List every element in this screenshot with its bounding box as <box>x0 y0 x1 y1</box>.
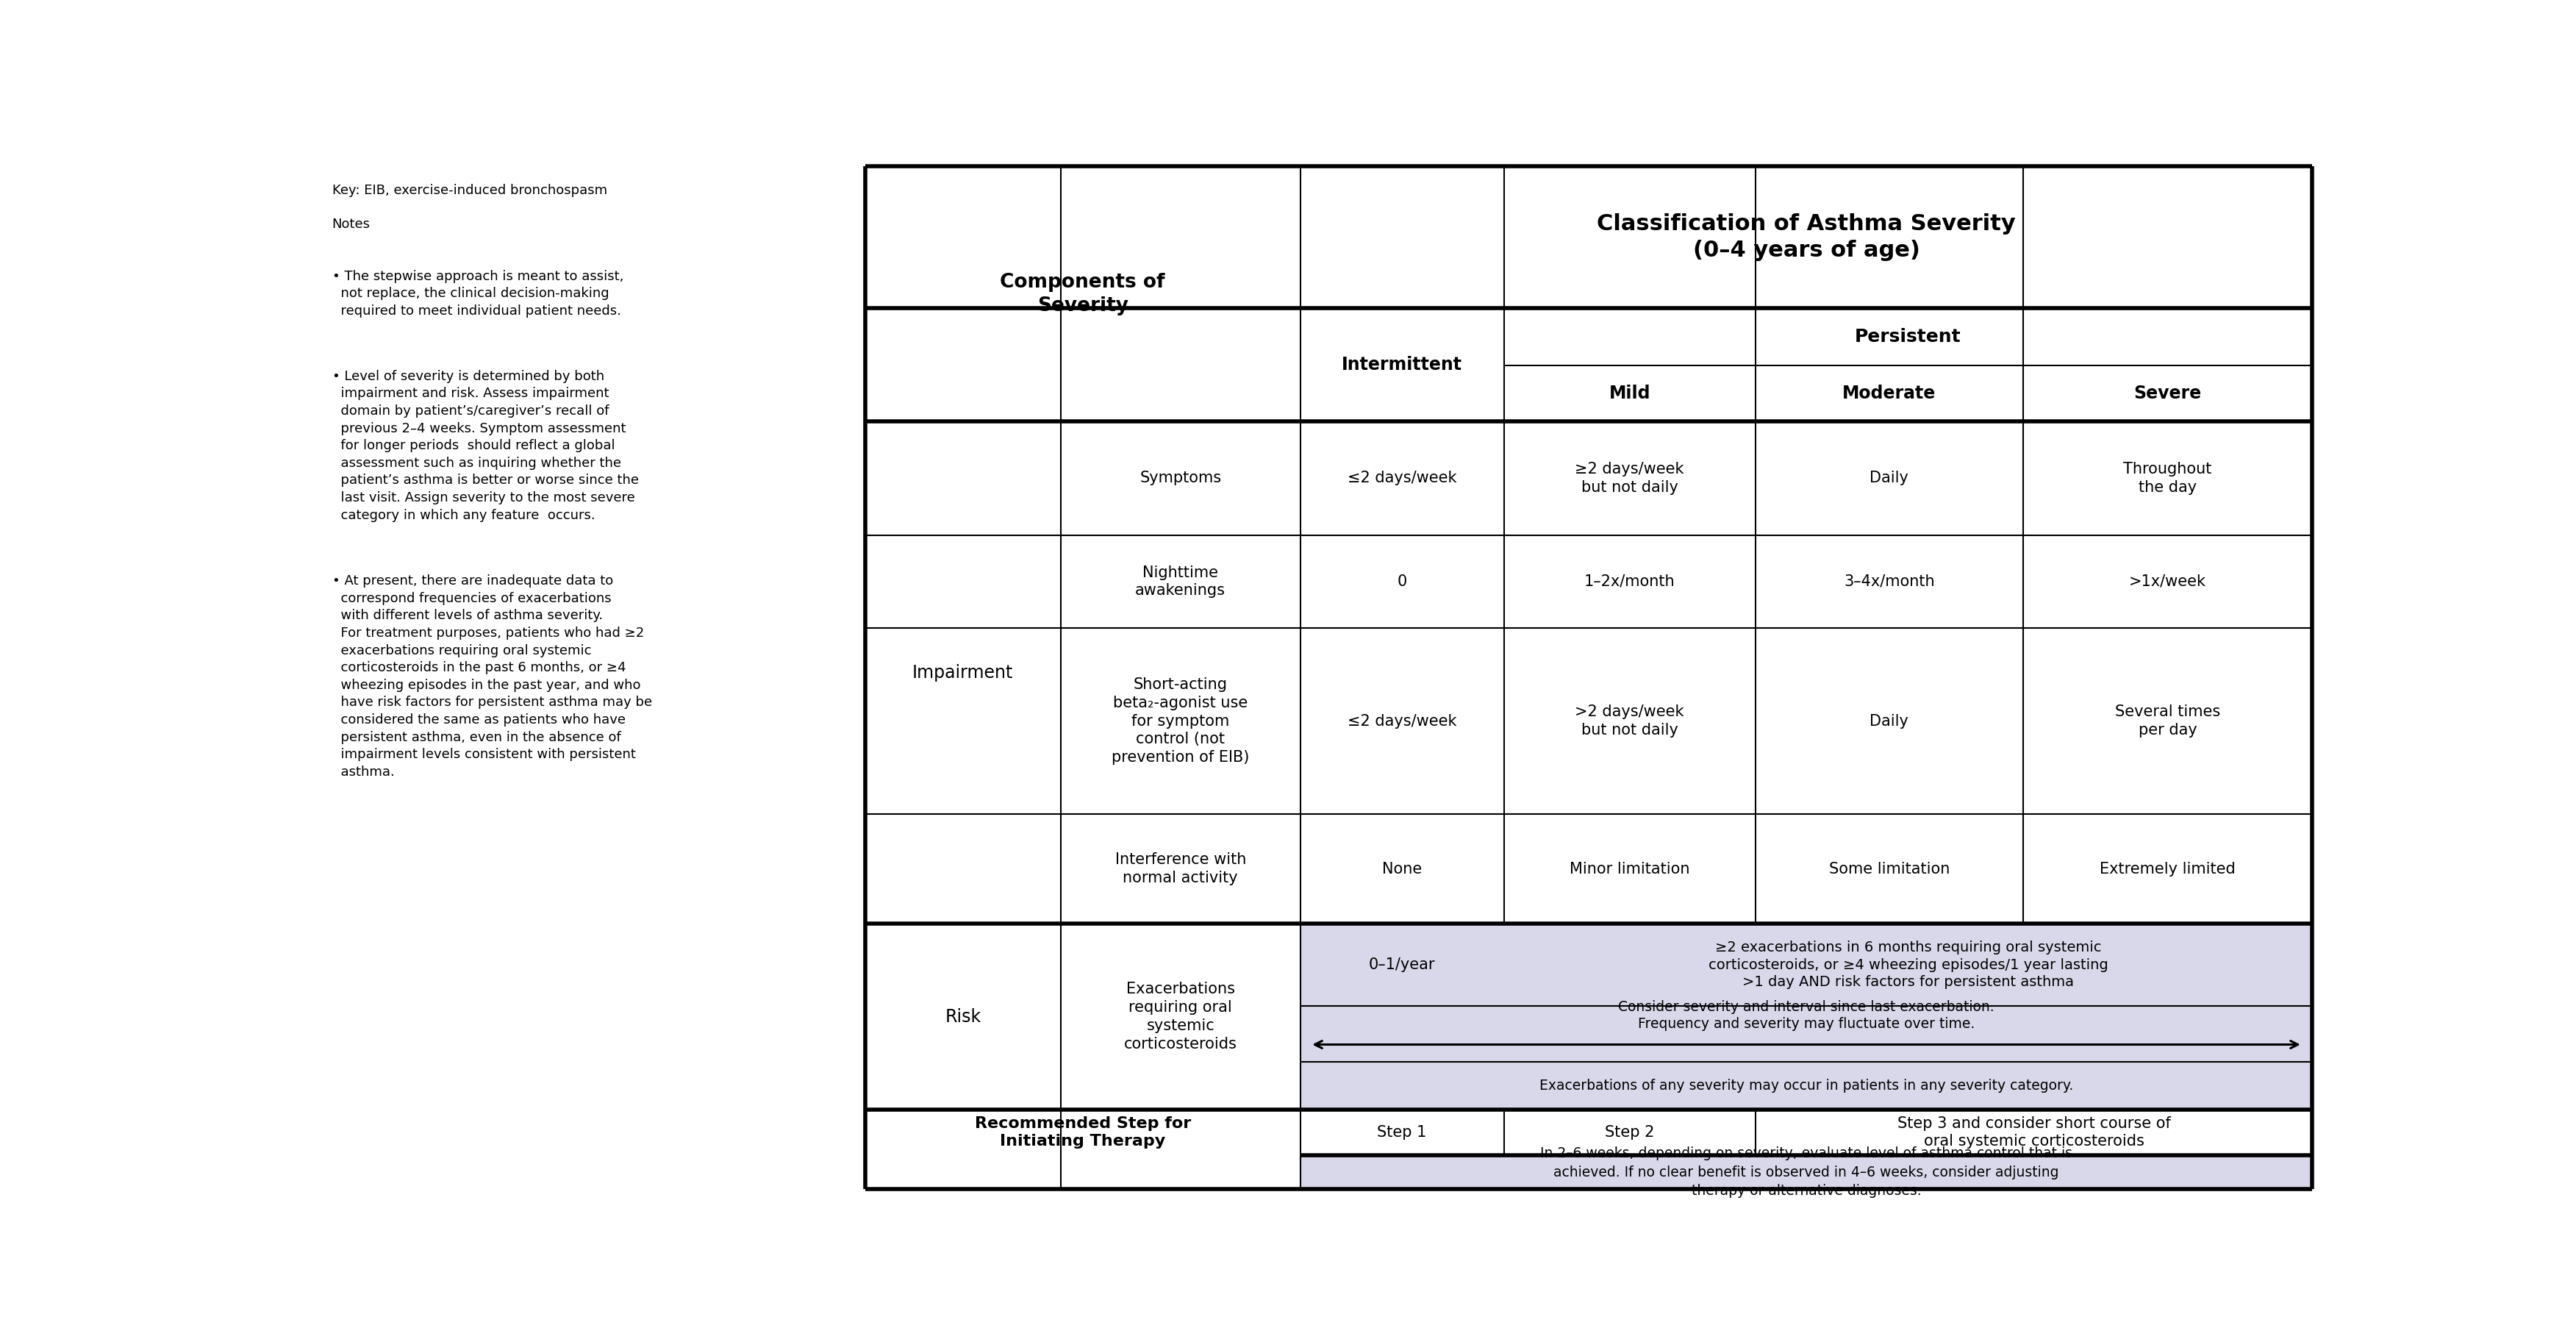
Text: 1–2x/month: 1–2x/month <box>1584 574 1674 589</box>
Text: >2 days/week
but not daily: >2 days/week but not daily <box>1574 705 1685 738</box>
Text: ≥2 exacerbations in 6 months requiring oral systemic
corticosteroids, or ≥4 whee: ≥2 exacerbations in 6 months requiring o… <box>1708 941 2107 989</box>
Text: Severe: Severe <box>2133 385 2202 403</box>
Text: Exacerbations of any severity may occur in patients in any severity category.: Exacerbations of any severity may occur … <box>1540 1079 2074 1092</box>
Text: Extremely limited: Extremely limited <box>2099 862 2236 876</box>
Bar <box>1301 923 2313 1110</box>
Text: Classification of Asthma Severity
(0–4 years of age): Classification of Asthma Severity (0–4 y… <box>1597 213 2017 260</box>
Text: 3–4x/month: 3–4x/month <box>1844 574 1935 589</box>
Text: • At present, there are inadequate data to
  correspond frequencies of exacerbat: • At present, there are inadequate data … <box>332 574 652 778</box>
Text: Persistent: Persistent <box>1855 327 1960 345</box>
Text: Step 3 and consider short course of
oral systemic corticosteroids: Step 3 and consider short course of oral… <box>1896 1117 2172 1149</box>
Text: Daily: Daily <box>1870 471 1909 486</box>
Text: ≥2 days/week
but not daily: ≥2 days/week but not daily <box>1574 462 1685 495</box>
Text: Throughout
the day: Throughout the day <box>2123 462 2213 495</box>
Text: Exacerbations
requiring oral
systemic
corticosteroids: Exacerbations requiring oral systemic co… <box>1123 982 1236 1051</box>
Text: Impairment: Impairment <box>912 664 1012 682</box>
Text: Some limitation: Some limitation <box>1829 862 1950 876</box>
Text: Mild: Mild <box>1610 385 1651 403</box>
Text: Interference with
normal activity: Interference with normal activity <box>1115 852 1247 886</box>
Text: Symptoms: Symptoms <box>1139 471 1221 486</box>
Text: Several times
per day: Several times per day <box>2115 705 2221 738</box>
Text: ≤2 days/week: ≤2 days/week <box>1347 714 1455 729</box>
Text: Minor limitation: Minor limitation <box>1569 862 1690 876</box>
Text: Intermittent: Intermittent <box>1342 356 1463 373</box>
Text: Notes: Notes <box>332 217 371 231</box>
Text: Components of
Severity: Components of Severity <box>999 272 1164 315</box>
Bar <box>866 166 2313 1189</box>
Text: Step 2: Step 2 <box>1605 1125 1654 1139</box>
Text: Risk: Risk <box>945 1008 981 1025</box>
Bar <box>1301 1155 2313 1189</box>
Text: ≤2 days/week: ≤2 days/week <box>1347 471 1455 486</box>
Text: • The stepwise approach is meant to assist,
  not replace, the clinical decision: • The stepwise approach is meant to assi… <box>332 270 623 318</box>
Text: Recommended Step for
Initiating Therapy: Recommended Step for Initiating Therapy <box>974 1117 1190 1149</box>
Text: Moderate: Moderate <box>1842 385 1937 403</box>
Text: Step 1: Step 1 <box>1378 1125 1427 1139</box>
Text: Key: EIB, exercise-induced bronchospasm: Key: EIB, exercise-induced bronchospasm <box>332 184 608 197</box>
Text: Consider severity and interval since last exacerbation.
Frequency and severity m: Consider severity and interval since las… <box>1618 1000 1994 1031</box>
Text: • Level of severity is determined by both
  impairment and risk. Assess impairme: • Level of severity is determined by bot… <box>332 370 639 522</box>
Text: None: None <box>1383 862 1422 876</box>
Text: In 2–6 weeks, depending on severity, evaluate level of asthma control that is
ac: In 2–6 weeks, depending on severity, eva… <box>1540 1146 2074 1198</box>
Text: Nighttime
awakenings: Nighttime awakenings <box>1136 565 1226 599</box>
Text: >1x/week: >1x/week <box>2130 574 2205 589</box>
Text: 0–1/year: 0–1/year <box>1368 958 1435 973</box>
Text: 0: 0 <box>1396 574 1406 589</box>
Text: Short-acting
beta₂-agonist use
for symptom
control (not
prevention of EIB): Short-acting beta₂-agonist use for sympt… <box>1113 678 1249 765</box>
Text: Daily: Daily <box>1870 714 1909 729</box>
